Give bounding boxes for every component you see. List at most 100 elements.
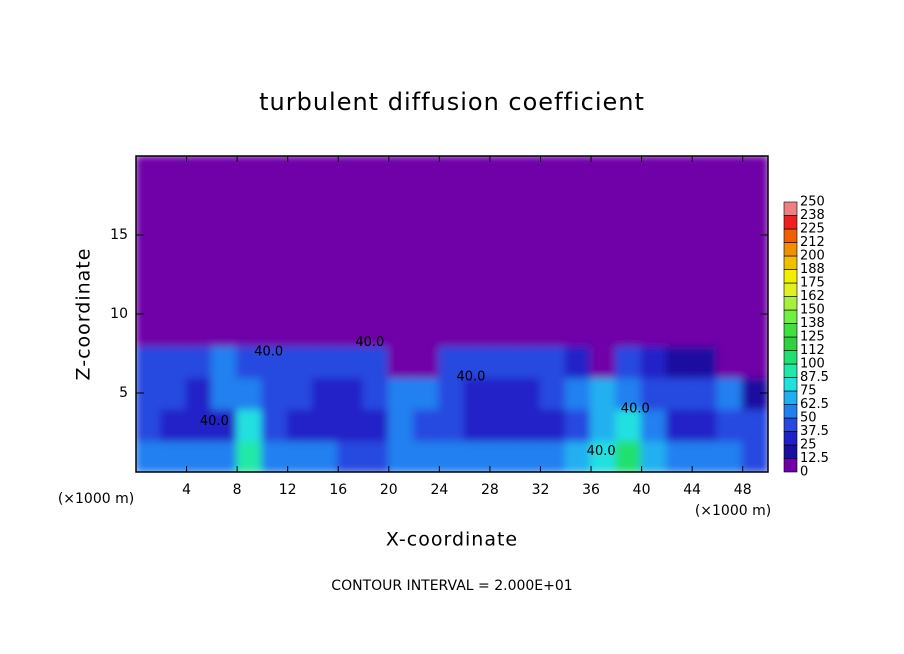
cell [337, 407, 365, 442]
cell [286, 344, 314, 379]
cell [286, 313, 314, 347]
cell [665, 218, 694, 252]
cell [488, 281, 517, 315]
colorbar-swatch [783, 444, 798, 459]
colorbar-label: 25 [800, 438, 817, 453]
cell [387, 281, 416, 315]
cell [514, 156, 542, 189]
cell [160, 376, 188, 410]
colorbar-swatch [783, 282, 798, 297]
cell [160, 186, 188, 221]
cell [261, 218, 289, 252]
x-tick-label: 44 [683, 482, 701, 498]
cell [387, 376, 416, 410]
colorbar-label: 50 [800, 411, 817, 426]
footnote: CONTOUR INTERVAL = 2.000E+01 [331, 578, 572, 594]
cell [261, 186, 289, 221]
cell [438, 249, 466, 284]
cell [413, 313, 441, 347]
cell [514, 344, 542, 379]
cell [387, 249, 416, 284]
colorbar-swatch [783, 228, 798, 243]
colorbar-swatch [783, 363, 798, 378]
cell [488, 344, 517, 379]
cell [615, 186, 643, 221]
cell [615, 376, 643, 410]
colorbar-swatch [783, 242, 798, 257]
cell [438, 313, 466, 347]
cell [185, 281, 213, 315]
cell [691, 313, 719, 347]
cell [438, 281, 466, 315]
cell [387, 407, 416, 442]
cell [236, 186, 264, 221]
colorbar-swatch [783, 390, 798, 405]
colorbar-label: 12.5 [800, 451, 829, 466]
cell [136, 344, 163, 379]
cell [337, 218, 365, 252]
cell [615, 407, 643, 442]
cell [362, 281, 390, 315]
cell [564, 218, 593, 252]
y-tick-label: 5 [119, 385, 128, 401]
contour-label: 40.0 [456, 370, 485, 385]
cell [286, 281, 314, 315]
cell [514, 376, 542, 410]
cell [160, 218, 188, 252]
cell [488, 249, 517, 284]
cell [210, 249, 239, 284]
cell [539, 249, 567, 284]
x-tick-label: 28 [481, 482, 499, 498]
cell [488, 439, 517, 472]
colorbar-swatch [783, 255, 798, 270]
x-tick-label: 36 [582, 482, 600, 498]
cell [413, 376, 441, 410]
cell [691, 407, 719, 442]
cell [413, 439, 441, 472]
cell [539, 186, 567, 221]
colorbar-swatch [783, 296, 798, 311]
cell [665, 249, 694, 284]
colorbar-label: 225 [800, 222, 825, 237]
cell [665, 344, 694, 379]
cell [160, 281, 188, 315]
cell [261, 156, 289, 189]
cell [691, 186, 719, 221]
cell [210, 281, 239, 315]
contour-label: 40.0 [254, 344, 283, 359]
field [136, 156, 768, 472]
x-tick-label: 32 [532, 482, 550, 498]
cell [615, 439, 643, 472]
cell [463, 249, 491, 284]
cell [640, 376, 668, 410]
cell [286, 376, 314, 410]
x-tick-label: 4 [182, 482, 191, 498]
colorbar-swatch [783, 323, 798, 338]
cell [564, 186, 593, 221]
cell [236, 156, 264, 189]
cell [741, 407, 768, 442]
cell [185, 313, 213, 347]
cell [716, 156, 744, 189]
cell [488, 407, 517, 442]
cell [185, 439, 213, 472]
cell [387, 344, 416, 379]
x-tick-label: 12 [279, 482, 297, 498]
cell [413, 218, 441, 252]
cell [261, 249, 289, 284]
cell [514, 313, 542, 347]
cell [539, 281, 567, 315]
cell [514, 249, 542, 284]
cell [665, 407, 694, 442]
cell [413, 186, 441, 221]
cell [615, 313, 643, 347]
cell [438, 218, 466, 252]
cell [136, 249, 163, 284]
cell [539, 407, 567, 442]
cell [463, 186, 491, 221]
cell [261, 376, 289, 410]
cell [488, 186, 517, 221]
cell [590, 281, 618, 315]
cell [210, 313, 239, 347]
